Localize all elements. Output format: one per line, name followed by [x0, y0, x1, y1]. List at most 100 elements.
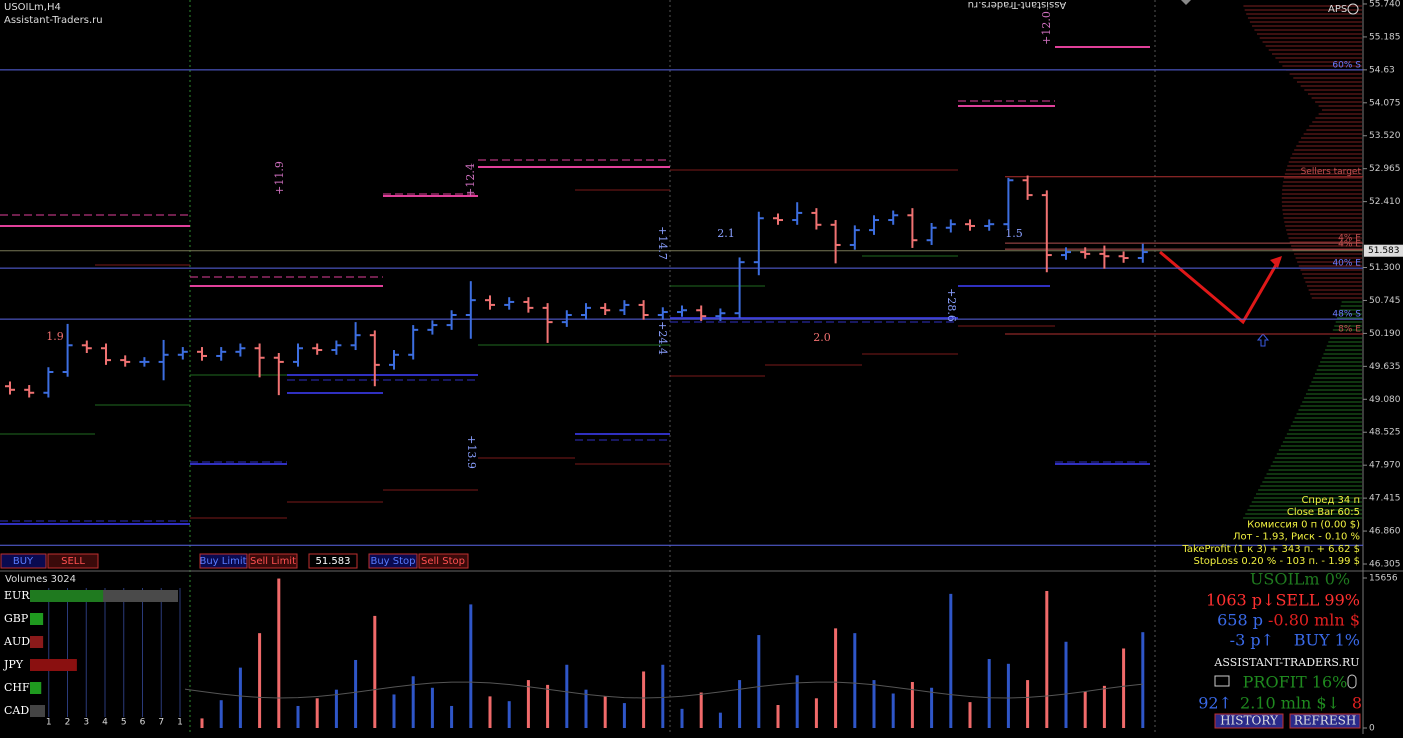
- stats-up-count: 92↑: [1198, 694, 1232, 713]
- volume-bar: [949, 593, 953, 728]
- zones: [0, 46, 1150, 525]
- stats-buy: BUY 1%: [1294, 631, 1360, 650]
- sell-limit-button[interactable]: [248, 553, 298, 569]
- buy-stop-button[interactable]: [368, 553, 418, 569]
- buy-button-label[interactable]: BUY: [13, 556, 34, 567]
- price-input[interactable]: [308, 553, 358, 569]
- stats-profit: PROFIT 16%: [1243, 673, 1348, 692]
- volume-bar: [1064, 641, 1068, 728]
- volume-bar: [430, 687, 434, 728]
- volume-bar: [603, 696, 607, 728]
- strength-bar: [30, 636, 44, 648]
- info-line: Close Bar 60:5: [1287, 507, 1360, 518]
- volume-bar: [776, 705, 780, 728]
- volume-profile: [1243, 5, 1362, 519]
- sell-stop-button[interactable]: [418, 553, 469, 569]
- annotation: +11.9: [273, 161, 286, 195]
- price-level-label: 48% S: [1332, 310, 1361, 320]
- stats-sell: 1063 p↓SELL 99%: [1206, 591, 1360, 610]
- y-tick-label: 54.075: [1369, 98, 1401, 108]
- price-level-label: 4% E: [1338, 234, 1361, 244]
- buy-button[interactable]: [0, 553, 47, 569]
- volume-bar: [718, 712, 722, 728]
- volume-bar: [622, 703, 626, 728]
- x-tick-label: 1: [177, 718, 183, 728]
- volume-bar: [814, 698, 818, 728]
- y-tick-label: 55.740: [1369, 0, 1401, 9]
- strength-bar: [30, 682, 42, 694]
- y-tick-label: 52.410: [1369, 197, 1401, 207]
- annotation: +24.4: [656, 321, 669, 355]
- refresh-button[interactable]: [1289, 713, 1361, 729]
- volume-bar: [469, 604, 473, 728]
- annotation: 2.1: [717, 227, 735, 240]
- volume-bar: [987, 659, 991, 728]
- smiley-icon: [1347, 3, 1359, 15]
- volume-bar: [834, 628, 838, 728]
- annotation: 2.0: [813, 331, 831, 344]
- x-tick-label: 5: [121, 718, 127, 728]
- volume-bar: [1141, 632, 1145, 728]
- volume-average: [9, 681, 1143, 699]
- buy-limit-label[interactable]: Buy Limit: [199, 556, 246, 567]
- strength-bar: [30, 590, 104, 602]
- y-tick-label: 53.520: [1369, 131, 1401, 141]
- computer-icon: [1214, 675, 1230, 687]
- volume-bar: [315, 698, 319, 728]
- sell-button[interactable]: [47, 553, 99, 569]
- volume-bar: [642, 671, 646, 728]
- volume-title: Volumes 3024: [5, 574, 76, 585]
- stats-site: ASSISTANT-TRADERS.RU: [1213, 656, 1359, 669]
- sell-limit-label[interactable]: Sell Limit: [250, 556, 296, 567]
- volume-bar: [546, 684, 550, 728]
- x-tick-label: 1: [46, 718, 52, 728]
- currency-label: CHF: [4, 681, 30, 694]
- volume-bar: [795, 675, 799, 728]
- info-line: TakeProfit (1 к 3) + 343 п. + 6.62 $: [1181, 544, 1360, 555]
- volume-bar: [680, 708, 684, 728]
- mirrored-watermark: Assistant-Traders.ru: [968, 0, 1067, 10]
- info-line: StopLoss 0.20 % - 103 п. - 1.99 $: [1193, 556, 1360, 567]
- history-label[interactable]: HISTORY: [1220, 714, 1279, 728]
- x-tick-label: 2: [65, 718, 71, 728]
- buy-stop-label[interactable]: Buy Stop: [370, 556, 415, 567]
- volume-bar: [1102, 685, 1106, 728]
- volume-bar: [411, 676, 415, 728]
- volume-bar: [200, 718, 204, 728]
- annotation: 1.5: [1005, 227, 1023, 240]
- info-line: Комиссия 0 п (0.00 $): [1247, 519, 1360, 530]
- history-button[interactable]: [1214, 713, 1284, 729]
- volume-bar: [526, 680, 530, 728]
- x-tick-label: 3: [83, 718, 89, 728]
- buy-limit-button[interactable]: [199, 553, 248, 569]
- sell-stop-label[interactable]: Sell Stop: [421, 556, 465, 567]
- sell-button-label[interactable]: SELL: [61, 556, 85, 567]
- volume-bar: [930, 687, 934, 728]
- volume-bar: [699, 692, 703, 728]
- annotation: +13.9: [465, 435, 478, 469]
- volume-bar: [910, 682, 914, 728]
- volume-bar: [1083, 691, 1087, 728]
- volume-bar: [373, 615, 377, 728]
- y-tick-label: 49.080: [1369, 395, 1401, 405]
- volume-bar: [891, 693, 895, 728]
- volume-bar: [296, 705, 300, 728]
- y-tick-label: 48.525: [1369, 428, 1401, 438]
- stats-sell-points: 658 p: [1217, 611, 1263, 630]
- annotation: +14.7: [656, 226, 669, 260]
- volume-bar: [238, 667, 242, 728]
- volume-bar: [853, 633, 857, 728]
- volume-bar: [354, 659, 358, 728]
- strength-bar: [30, 613, 44, 625]
- currency-label: EUR: [4, 589, 30, 602]
- price-input-value[interactable]: 51.583: [316, 556, 351, 567]
- x-tick-label: 4: [102, 718, 108, 728]
- volume-bar: [1026, 680, 1030, 728]
- current-price-box: [1364, 244, 1403, 257]
- y-tick-label: 55.185: [1369, 32, 1401, 42]
- refresh-label[interactable]: REFRESH: [1294, 714, 1357, 728]
- price-level-label: 60% S: [1332, 60, 1361, 70]
- stats-money: 2.10 mln $↓: [1240, 694, 1340, 713]
